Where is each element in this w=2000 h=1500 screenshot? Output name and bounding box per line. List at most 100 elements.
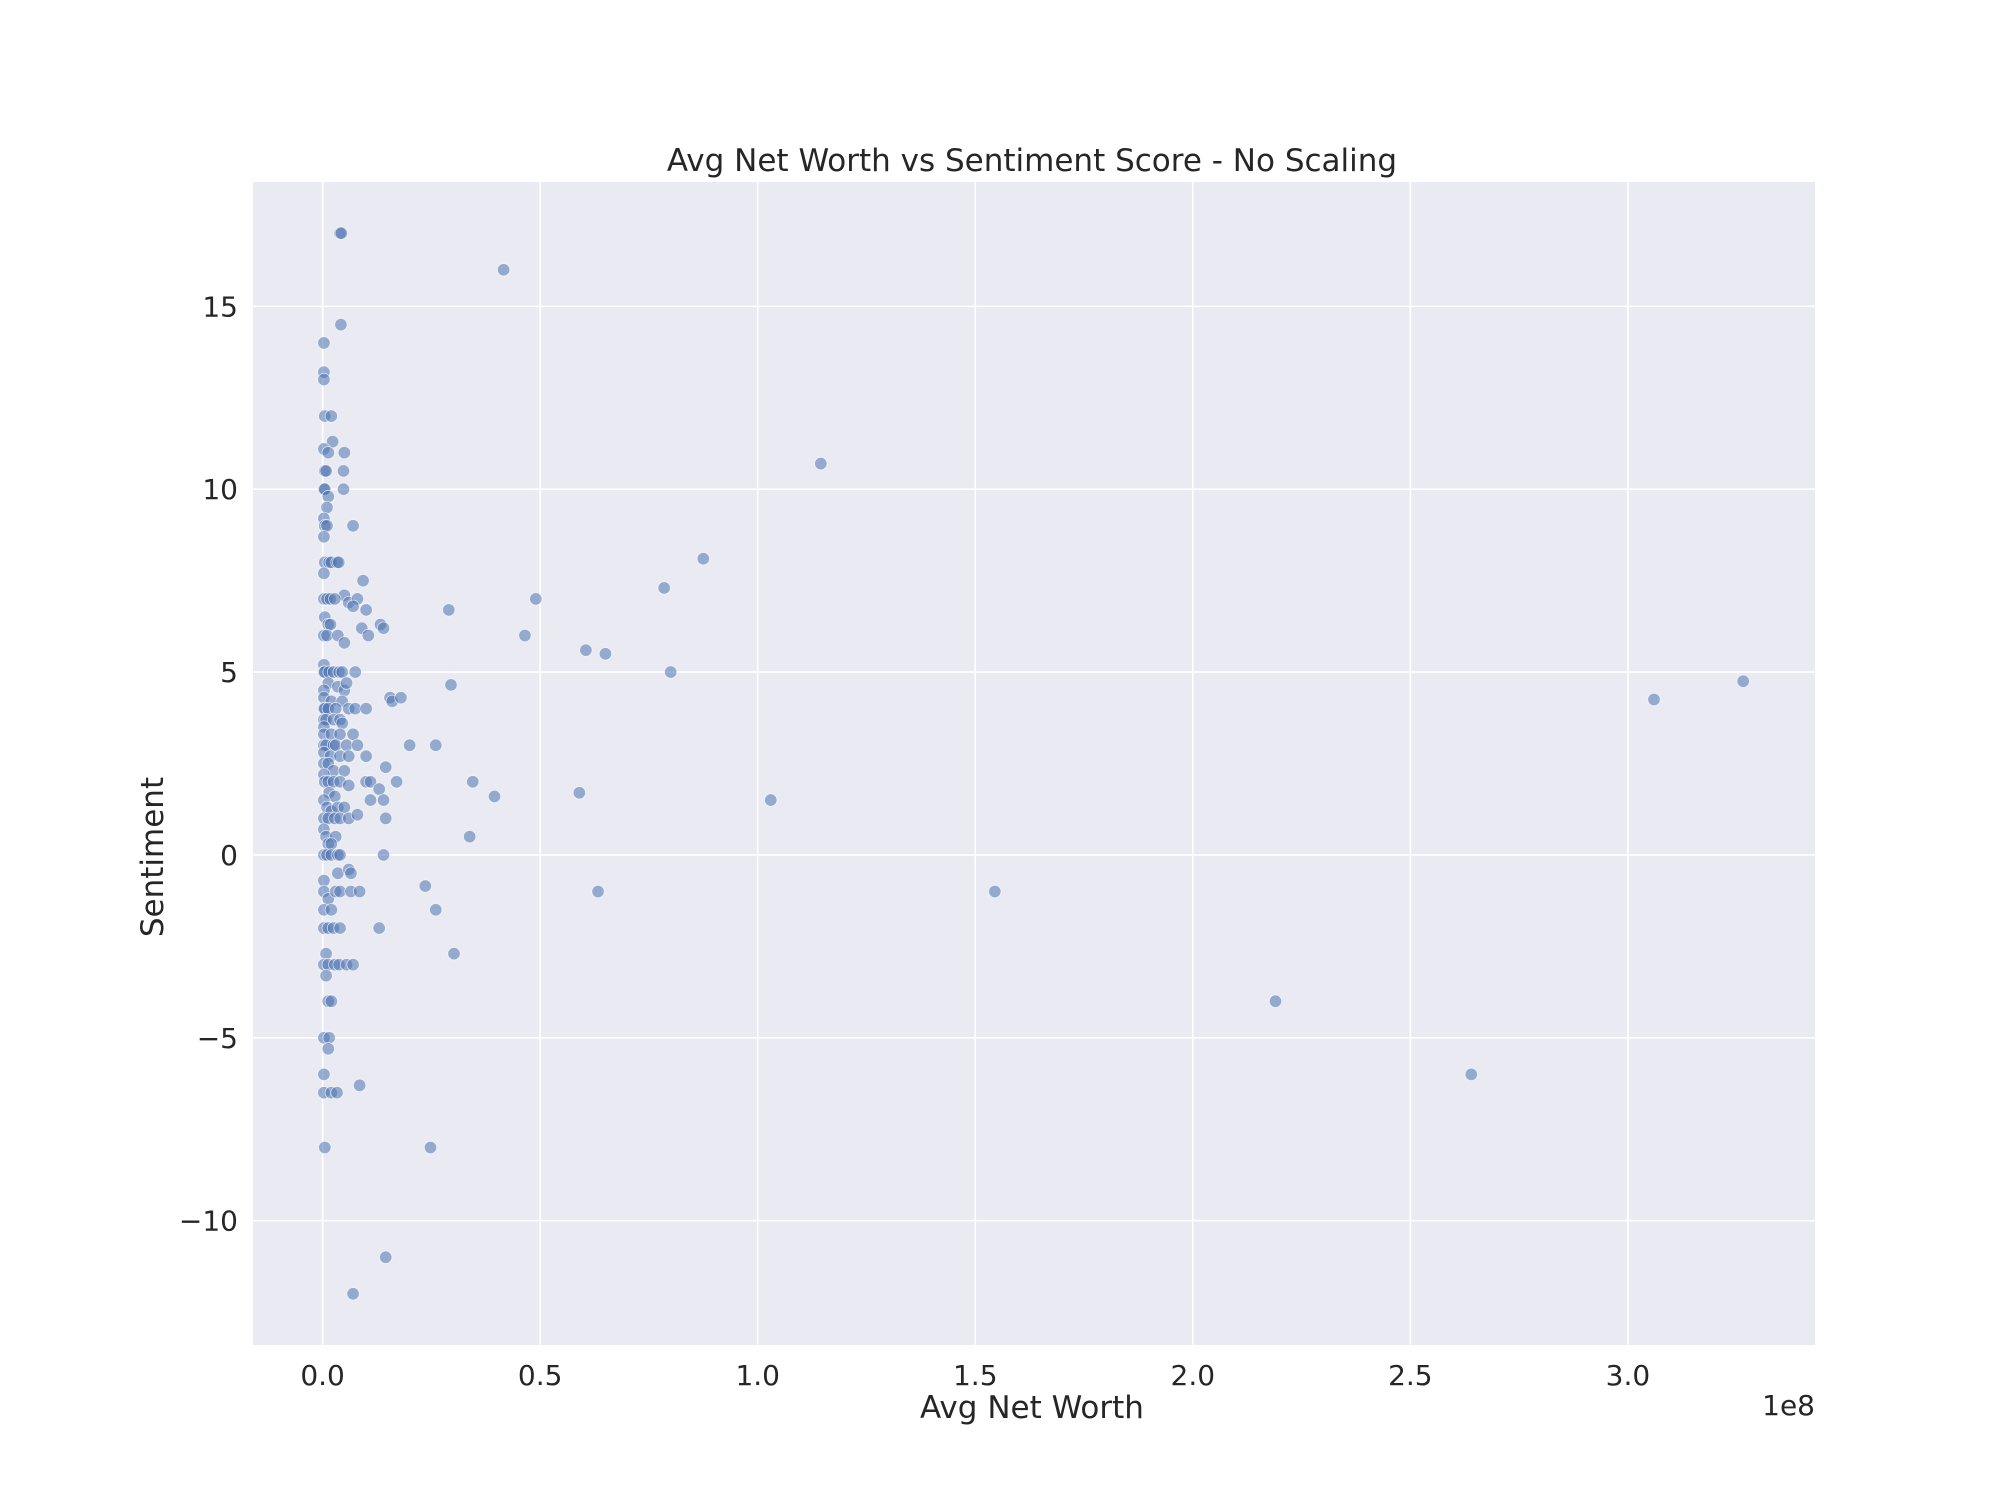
data-point [339, 676, 354, 690]
data-point [333, 921, 347, 935]
data-point [346, 727, 360, 741]
data-point [323, 617, 338, 632]
data-point [429, 738, 443, 752]
x-tick-label: 1.0 [735, 1359, 780, 1392]
y-tick-labels: −10 −5 0 5 10 15 [179, 290, 238, 1237]
data-point [379, 760, 393, 774]
data-point [379, 811, 393, 825]
data-point [418, 879, 432, 893]
y-tick-label: 5 [220, 656, 238, 689]
data-point [342, 778, 356, 793]
data-point [1736, 674, 1750, 688]
data-point [317, 336, 331, 350]
data-point [529, 592, 543, 606]
data-point [352, 884, 367, 899]
data-point [324, 994, 338, 1008]
data-point [363, 775, 378, 789]
data-point [319, 969, 333, 983]
plot-area [253, 182, 1815, 1345]
data-point [337, 800, 351, 814]
data-point [321, 1042, 335, 1056]
x-tick-label: 0.0 [300, 1359, 345, 1392]
x-tick-label: 2.5 [1388, 1359, 1433, 1392]
data-point [328, 592, 342, 606]
data-point [389, 775, 404, 789]
data-point [344, 866, 358, 880]
data-point [487, 789, 502, 804]
x-tick-labels: 0.0 0.5 1.0 1.5 2.0 2.5 3.0 [300, 1359, 1650, 1392]
data-point [572, 786, 586, 800]
data-point [444, 678, 458, 692]
data-point [352, 1078, 367, 1092]
data-point [447, 947, 461, 961]
data-point [657, 581, 671, 595]
data-point [814, 457, 828, 471]
x-tick-label: 3.0 [1606, 1359, 1651, 1392]
data-point [379, 1250, 393, 1264]
data-point [376, 848, 391, 862]
y-tick-label: 0 [220, 839, 238, 872]
x-axis-offset-label: 1e8 [1762, 1389, 1815, 1422]
data-point [320, 519, 334, 533]
data-point [320, 500, 334, 515]
data-point [598, 647, 613, 661]
data-point [332, 555, 346, 569]
y-tick-label: −10 [179, 1205, 238, 1238]
data-point [324, 409, 338, 423]
data-point [423, 1140, 438, 1155]
data-point [359, 749, 373, 763]
data-point [696, 552, 710, 566]
data-point [321, 489, 335, 504]
data-point [335, 716, 349, 730]
x-tick-label: 0.5 [518, 1359, 563, 1392]
data-point [359, 603, 373, 617]
data-point [442, 603, 456, 617]
data-point [579, 643, 593, 657]
data-point [324, 903, 338, 917]
data-point [372, 921, 386, 935]
data-point [346, 1287, 360, 1301]
data-point [333, 727, 347, 741]
data-points [317, 226, 1750, 1301]
y-tick-label: 10 [202, 473, 238, 506]
grid-lines [253, 182, 1815, 1345]
data-point [337, 764, 351, 778]
y-axis-label: Sentiment [135, 777, 171, 937]
data-point [342, 749, 356, 763]
data-point [317, 530, 331, 544]
data-point [350, 808, 365, 822]
data-point [361, 628, 375, 643]
x-tick-label: 1.5 [953, 1359, 998, 1392]
data-point [346, 958, 360, 972]
data-point [518, 628, 532, 643]
data-point [1268, 994, 1283, 1008]
data-point [356, 574, 370, 588]
data-point [372, 782, 386, 796]
data-point [463, 830, 477, 844]
data-point [497, 263, 511, 277]
data-point [317, 372, 331, 387]
data-point [319, 947, 333, 961]
data-point [317, 1067, 331, 1081]
data-point [591, 884, 605, 899]
data-point [329, 702, 343, 716]
data-point [317, 566, 331, 580]
data-point [350, 738, 365, 752]
data-point [336, 482, 351, 496]
data-point [334, 318, 348, 332]
data-point [376, 793, 391, 807]
data-point [466, 775, 480, 789]
data-point [429, 903, 443, 917]
data-point [376, 621, 391, 635]
data-point [403, 738, 417, 752]
data-point [330, 1086, 344, 1100]
data-point [348, 665, 362, 679]
data-point [334, 226, 348, 240]
data-point [335, 665, 349, 679]
x-axis-label: Avg Net Worth [920, 1390, 1144, 1426]
data-point [359, 702, 373, 716]
x-tick-label: 2.0 [1171, 1359, 1216, 1392]
chart-title: Avg Net Worth vs Sentiment Score - No Sc… [667, 143, 1397, 179]
data-point [346, 599, 360, 613]
